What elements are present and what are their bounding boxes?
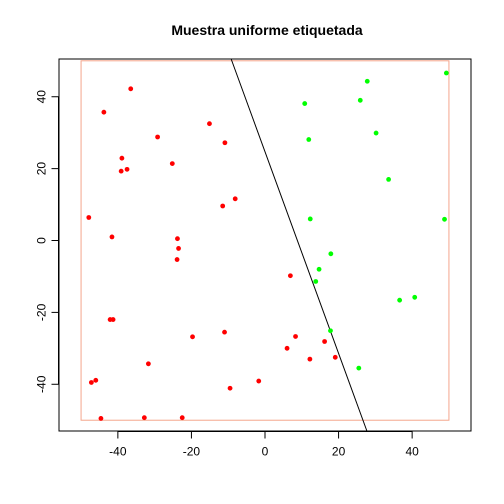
red-point [86,215,92,220]
red-point [124,166,130,172]
x-axis: -40 -20 0 20 40 [109,431,419,459]
red-point [207,121,212,127]
green-point [373,130,379,136]
x-tick-label: -20 [183,445,201,459]
red-point [232,196,238,202]
bounding-square-rect [80,60,450,421]
red-point [174,257,180,262]
red-point [256,378,262,384]
red-point [169,161,175,166]
green-point [443,70,449,76]
red-point [93,377,99,383]
green-point [328,328,333,334]
red-point [227,385,233,391]
x-tick-label: 0 [262,445,269,459]
red-point [322,339,327,344]
green-point [306,137,312,142]
decision-line [230,58,368,432]
red-point [220,203,226,209]
red-point [222,140,228,146]
green-point [302,101,308,106]
red-point [176,246,181,251]
green-point [386,177,391,182]
decision-boundary [230,58,368,432]
y-tick-label: -20 [35,303,49,321]
red-point [179,415,185,421]
red-point [222,329,227,335]
y-tick-label: 20 [35,162,49,176]
y-tick-label: -40 [35,375,49,393]
y-tick-label: 0 [35,237,49,244]
bounding-square [80,60,450,421]
red-point [307,356,313,362]
red-point [98,416,104,421]
red-point [332,354,338,360]
red-point [190,334,195,340]
green-point [316,266,322,272]
red-point [287,273,293,279]
red-point [284,345,290,351]
red-point [141,415,147,421]
red-point [109,234,115,240]
x-tick-label: 20 [332,445,346,459]
green-point [364,78,370,84]
green-point [307,216,313,222]
red-point [128,86,134,92]
green-point [357,97,363,103]
green-point [328,251,334,257]
red-point [293,334,298,339]
red-point [155,134,160,140]
red-point [110,317,116,322]
y-axis: -40 -20 0 20 40 [35,90,59,393]
data-points [86,70,449,421]
red-point [118,168,124,174]
red-point [88,380,94,385]
x-tick-label: 40 [405,445,419,459]
green-point [412,294,418,300]
plot-border [58,58,472,432]
chart-title: Muestra uniforme etiquetada [171,22,363,38]
green-point [442,216,447,222]
red-point [145,361,151,367]
green-point [356,365,362,371]
red-point [175,236,180,242]
red-point [119,155,125,161]
green-point [313,279,319,284]
plot-frame [58,58,472,432]
x-tick-label: -40 [109,445,127,459]
green-point [397,297,403,303]
y-tick-label: 40 [35,90,49,104]
red-point [101,109,107,115]
